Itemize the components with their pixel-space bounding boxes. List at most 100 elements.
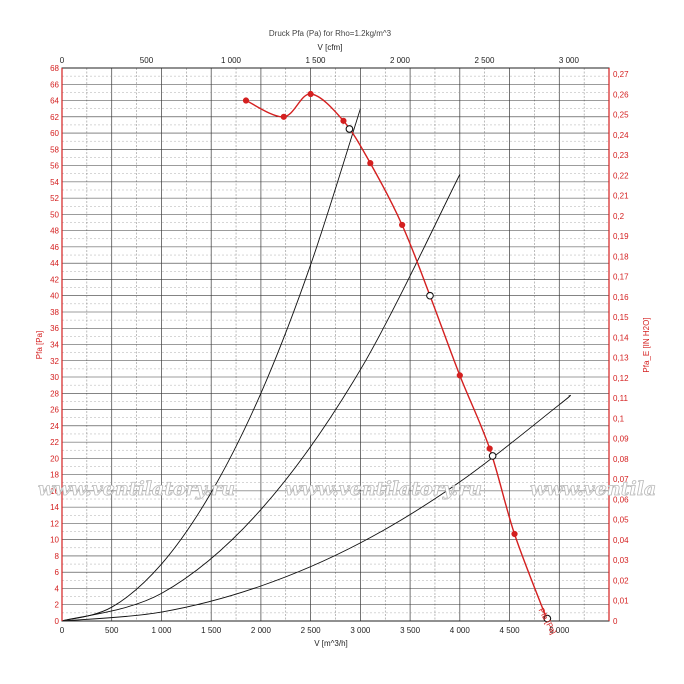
y-left-tick-label: 52 — [50, 194, 59, 203]
y-left-tick-label: 4 — [55, 584, 60, 593]
y-left-tick-label: 22 — [50, 438, 59, 447]
x-tick-label: 5 000 — [549, 626, 570, 635]
y-right-tick-label: 0,1 — [613, 414, 625, 423]
y-right-tick-label: 0,25 — [613, 111, 629, 120]
y-right-tick-label: 0,13 — [613, 354, 629, 363]
fan-curve-point — [280, 113, 287, 120]
x-top-tick-label: 1 000 — [221, 56, 242, 65]
chart-title: Druck Pfa (Pa) for Rho=1.2kg/m^3 — [269, 29, 392, 38]
y-left-tick-label: 6 — [55, 568, 60, 577]
x-tick-label: 500 — [105, 626, 119, 635]
y-left-tick-label: 20 — [50, 454, 59, 463]
x-top-tick-label: 0 — [60, 56, 65, 65]
y-left-tick-label: 30 — [50, 373, 59, 382]
fan-curve-point — [367, 160, 374, 167]
y-left-tick-label: 58 — [50, 145, 59, 154]
y-right-tick-label: 0,2 — [613, 212, 625, 221]
y-right-tick-label: 0,23 — [613, 151, 629, 160]
x-top-tick-label: 2 500 — [474, 56, 495, 65]
system-curve-3 — [61, 394, 571, 622]
y-left-tick-label: 18 — [50, 471, 59, 480]
y-right-tick-label: 0,26 — [613, 90, 629, 99]
operating-point — [345, 125, 354, 133]
y-right-tick-label: 0,09 — [613, 435, 629, 444]
watermark-text: www.ventilatory.ru — [530, 478, 684, 500]
y-right-tick-label: 0,27 — [613, 70, 629, 79]
y-left-tick-label: 56 — [50, 162, 59, 171]
operating-point — [426, 291, 434, 300]
x-bottom-axis-label: V [m^3/h] — [314, 639, 348, 648]
x-top-tick-label: 500 — [140, 56, 154, 65]
y-left-tick-label: 46 — [50, 243, 59, 252]
fan-curve-point — [340, 117, 347, 124]
y-right-tick-label: 0,17 — [613, 273, 629, 282]
fan-curve-point — [399, 221, 406, 229]
y-left-tick-label: 66 — [50, 80, 59, 89]
fan-curve-point — [486, 445, 493, 452]
y-left-tick-label: 14 — [50, 503, 59, 512]
x-tick-label: 3 000 — [350, 626, 371, 635]
y-right-tick-label: 0,12 — [613, 374, 629, 383]
y-left-tick-label: 10 — [50, 536, 59, 545]
watermark-text: www.ventilatory.ru — [285, 478, 482, 500]
operating-point — [488, 452, 497, 460]
system-curves — [61, 108, 571, 622]
x-tick-label: 4 000 — [450, 626, 471, 635]
y-right-tick-label: 0,19 — [613, 232, 629, 241]
x-tick-label: 1 000 — [151, 626, 172, 635]
y-left-tick-label: 36 — [50, 324, 59, 333]
system-curve-2 — [61, 174, 461, 622]
y-left-tick-label: 40 — [50, 292, 59, 301]
y-left-tick-label: 60 — [50, 129, 59, 138]
y-right-tick-label: 0,01 — [613, 597, 629, 606]
y-left-tick-label: 16 — [50, 487, 59, 496]
fan-curve-point — [307, 90, 314, 98]
y-left-tick-label: 0 — [55, 617, 60, 626]
y-left-tick-label: 42 — [50, 275, 59, 284]
y-right-tick-label: 0,18 — [613, 252, 629, 261]
x-tick-label: 2 000 — [251, 626, 272, 635]
tick-labels: 0 500 1 000 1 500 2 000 2 500 3 000 3 500 4 000 4… — [50, 56, 629, 635]
y-left-tick-label: 34 — [50, 341, 59, 350]
y-left-tick-label: 28 — [50, 389, 59, 398]
grid — [61, 67, 610, 622]
y-right-tick-label: 0,05 — [613, 516, 629, 525]
y-right-tick-label: 0,15 — [613, 313, 629, 322]
y-left-tick-label: 44 — [50, 259, 59, 268]
axes — [61, 67, 610, 622]
fan-curve-point — [242, 97, 250, 104]
y-right-tick-label: 0,16 — [613, 293, 629, 302]
fan-curve-point — [511, 530, 518, 538]
y-right-tick-label: 0,08 — [613, 455, 629, 464]
y-right-tick-label: 0,02 — [613, 576, 629, 585]
y-right-tick-label: 0 — [613, 617, 618, 626]
x-tick-label: 2 500 — [301, 626, 322, 635]
system-curve-1 — [61, 108, 361, 622]
y-right-tick-label: 0,06 — [613, 495, 629, 504]
y-left-tick-label: 68 — [50, 64, 59, 73]
fan-curve-point — [456, 372, 463, 379]
y-left-tick-label: 38 — [50, 308, 59, 317]
y-right-tick-label: 0,21 — [613, 192, 629, 201]
y-right-tick-label: 0,04 — [613, 536, 629, 545]
y-left-tick-label: 26 — [50, 406, 59, 415]
fan-curve-line — [245, 93, 547, 618]
x-tick-label: 0 — [60, 626, 65, 635]
y-left-tick-label: 54 — [50, 178, 59, 187]
y-left-tick-label: 12 — [50, 519, 59, 528]
x-top-tick-label: 1 500 — [305, 56, 326, 65]
y-left-axis-label: Pfa [Pa] — [35, 331, 44, 359]
operating-point — [543, 614, 552, 623]
y-right-tick-label: 0,14 — [613, 333, 629, 342]
x-top-axis-label: V [cfm] — [318, 43, 343, 52]
y-right-tick-label: 0,11 — [613, 394, 629, 403]
y-right-axis-label: Pfa_E [IN H2O] — [642, 317, 651, 372]
y-right-tick-label: 0,03 — [613, 556, 629, 565]
y-left-tick-label: 64 — [50, 97, 59, 106]
y-left-tick-label: 50 — [50, 210, 59, 219]
x-top-tick-label: 3 000 — [559, 56, 580, 65]
y-right-tick-label: 0,24 — [613, 131, 629, 140]
y-left-tick-label: 48 — [50, 227, 59, 236]
watermark-text: www.ventilatory.ru — [38, 478, 235, 500]
y-right-tick-label: 0,22 — [613, 171, 629, 180]
